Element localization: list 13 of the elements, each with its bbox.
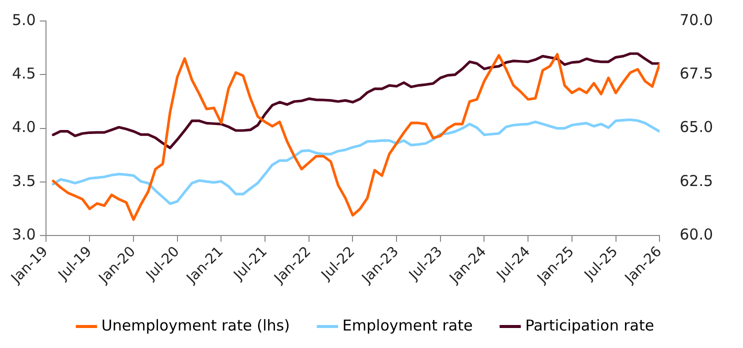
y-tick-label: 3.0: [12, 226, 36, 244]
y-tick-label: 4.5: [12, 64, 36, 83]
y2-tick-label: 70.0: [680, 10, 714, 29]
legend-label: Unemployment rate (lhs): [101, 316, 290, 334]
y2-tick-label: 60.0: [680, 226, 714, 244]
y-tick-label: 5.0: [12, 10, 36, 29]
y2-tick-label: 65.0: [680, 118, 714, 136]
y2-tick-label: 62.5: [680, 172, 714, 190]
y-tick-label: 3.5: [12, 172, 36, 190]
y2-tick-label: 67.5: [680, 64, 714, 83]
y-tick-label: 4.0: [12, 118, 36, 136]
legend-label: Participation rate: [525, 316, 654, 334]
legend-label: Employment rate: [342, 316, 473, 334]
